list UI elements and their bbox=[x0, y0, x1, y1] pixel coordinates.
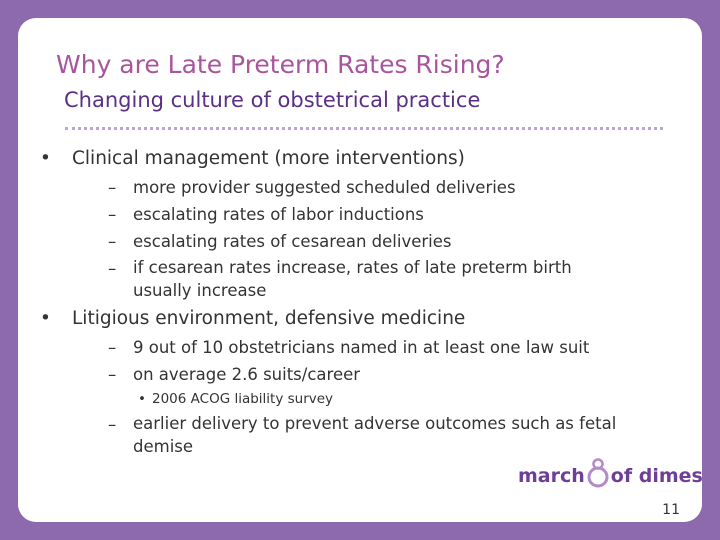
bullet-marker: • bbox=[40, 148, 51, 169]
logo-text: of dimes bbox=[610, 465, 703, 487]
divider bbox=[65, 127, 663, 130]
logo-icon bbox=[587, 458, 609, 488]
title: Why are Late Preterm Rates Rising? bbox=[56, 50, 505, 79]
sub-bullet: earlier delivery to prevent adverse outc… bbox=[133, 414, 617, 456]
dash-marker: – bbox=[108, 178, 117, 197]
sub-sub-bullet: 2006 ACOG liability survey bbox=[152, 391, 334, 407]
bullet: Litigious environment, defensive medicin… bbox=[72, 308, 466, 329]
page-number: 11 bbox=[662, 502, 680, 518]
dash-marker: – bbox=[108, 415, 117, 434]
bullet-marker: • bbox=[138, 391, 146, 407]
sub-bullet: escalating rates of labor inductions bbox=[133, 205, 424, 224]
dash-marker: – bbox=[108, 338, 117, 357]
dash-marker: – bbox=[108, 232, 117, 251]
bullet: Clinical management (more interventions) bbox=[72, 148, 465, 169]
dash-marker: – bbox=[108, 365, 117, 384]
dash-marker: – bbox=[108, 259, 117, 278]
sub-bullet: 9 out of 10 obstetricians named in at le… bbox=[133, 338, 590, 357]
bullet-marker: • bbox=[40, 308, 51, 329]
dash-marker: – bbox=[108, 205, 117, 224]
subtitle: Changing culture of obstetrical practice bbox=[64, 88, 481, 112]
logo: march of dimes bbox=[518, 458, 703, 488]
sub-bullet: on average 2.6 suits/career bbox=[133, 365, 361, 384]
sub-bullet: escalating rates of cesarean deliveries bbox=[133, 232, 452, 251]
logo-text: march bbox=[518, 465, 585, 487]
slide: Why are Late Preterm Rates Rising? Chang… bbox=[18, 18, 703, 522]
sub-bullet: more provider suggested scheduled delive… bbox=[133, 178, 516, 197]
sub-bullet: if cesarean rates increase, rates of lat… bbox=[133, 258, 572, 300]
